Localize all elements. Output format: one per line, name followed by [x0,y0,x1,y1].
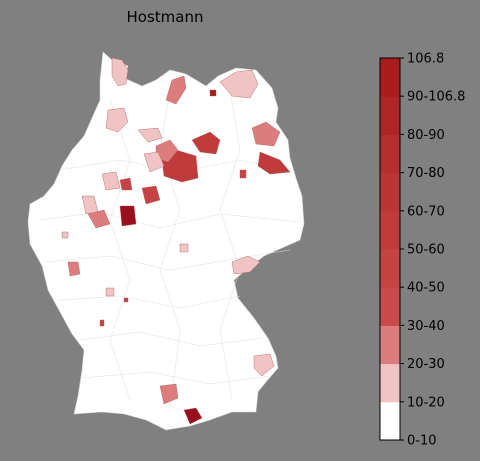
district-borders [39,89,301,411]
colorbar-tick-label: 70-80 [407,166,445,181]
colorbar-bin-2 [380,325,400,365]
district-osnabrueck [119,177,133,191]
district-passau [253,353,275,377]
district-garmisch [183,407,203,425]
district-saechsische-schweiz [231,255,261,275]
colorbar-tick-label: 90-106.8 [407,90,465,105]
colorbar-bin-9 [380,58,400,97]
district-rhein-sieg [61,231,69,239]
district-main-kinzig [105,287,115,297]
district-weilheim [159,383,179,405]
colorbar-bin-1 [380,363,400,403]
colorbar-tick-label: 80-90 [407,128,445,143]
colorbar-bin-0 [380,401,400,441]
district-hildesheim [141,185,161,205]
colorbar-tick-label: 20-30 [407,357,445,372]
colorbar-bin-4 [380,249,400,288]
district-vorpommern [219,69,259,99]
district-rhein-neckar [99,319,105,327]
colorbar-bin-3 [380,287,400,326]
colorbar-bin-7 [380,134,400,174]
germany-outline [27,51,305,431]
district-nordhausen [179,243,189,253]
colorbar-tick-label: 106.8 [407,52,444,67]
district-neuwied [67,261,81,277]
district-darmstadt [123,297,129,303]
district-prignitz [191,131,221,155]
district-rostock-spot [209,89,217,97]
colorbar-tick-label: 60-70 [407,204,445,219]
highlighted-districts [61,57,291,425]
district-ostfriesland [105,107,129,133]
colorbar-bin-6 [380,172,400,212]
colorbar-tick-label: 0-10 [407,434,437,449]
colorbar-tick-label: 50-60 [407,243,445,258]
district-cuxhaven [137,127,163,143]
district-uckermark [251,121,281,147]
district-hannover [143,151,165,173]
district-oder-spree [257,151,291,175]
district-goerlitz [239,169,247,179]
district-recklinghausen [87,209,111,229]
colorbar-bin-5 [380,210,400,250]
colorbar-bin-8 [380,96,400,135]
district-nordfriesland [111,57,129,87]
colorbar-tick-label: 30-40 [407,319,445,334]
district-paderborn [119,205,137,227]
district-emsland [101,171,121,191]
colorbar-tick-label: 10-20 [407,395,445,410]
colorbar-tick-label: 40-50 [407,281,445,296]
district-ostholstein [165,75,187,105]
map-title: Hostmann [126,8,204,26]
